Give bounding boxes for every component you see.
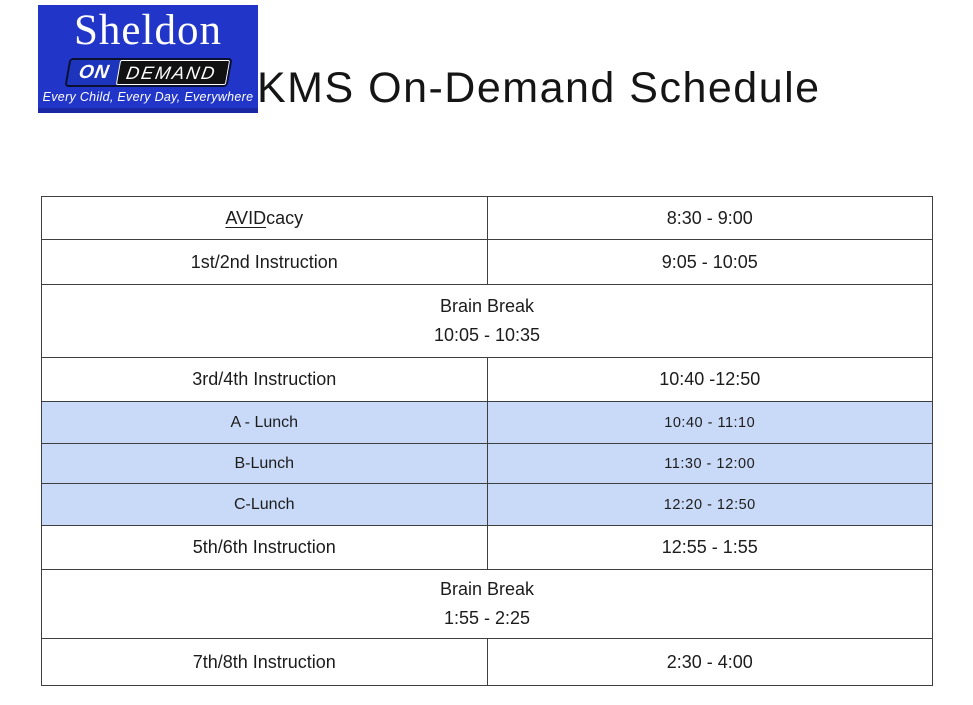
table-row-lunch: B-Lunch 11:30 - 12:00 xyxy=(41,443,933,484)
merged-cell: Brain Break 10:05 - 10:35 xyxy=(41,284,933,358)
sheldon-on-demand-logo: Sheldon ON DEMAND Every Child, Every Day… xyxy=(38,5,258,113)
row-label: 5th/6th Instruction xyxy=(41,525,488,570)
schedule-table: AVIDcacy 8:30 - 9:00 1st/2nd Instruction… xyxy=(41,196,933,686)
row-label: AVIDcacy xyxy=(41,196,488,240)
table-row-merged: Brain Break 1:55 - 2:25 xyxy=(41,569,933,639)
row-time: 10:40 - 11:10 xyxy=(486,401,933,444)
row-time: 11:30 - 12:00 xyxy=(486,443,933,484)
row-label: 3rd/4th Instruction xyxy=(41,357,488,402)
badge-on-label: ON xyxy=(66,60,120,85)
row-label: B-Lunch xyxy=(41,443,488,484)
row-label: Brain Break xyxy=(439,579,535,599)
row-label: 1st/2nd Instruction xyxy=(41,239,488,285)
logo-bottom-strip xyxy=(38,108,258,113)
table-row-lunch: C-Lunch 12:20 - 12:50 xyxy=(41,483,933,526)
row-label: 7th/8th Instruction xyxy=(41,638,488,686)
row-time: 12:55 - 1:55 xyxy=(486,525,933,570)
on-demand-badge: ON DEMAND xyxy=(64,58,232,87)
row-time: 9:05 - 10:05 xyxy=(486,239,933,285)
row-time: 1:55 - 2:25 xyxy=(443,608,531,628)
row-label: Brain Break xyxy=(439,296,535,316)
logo-school-name: Sheldon xyxy=(74,7,222,54)
row-label: C-Lunch xyxy=(41,483,488,526)
table-row-lunch: A - Lunch 10:40 - 11:10 xyxy=(41,401,933,444)
row-time: 10:40 -12:50 xyxy=(486,357,933,402)
table-row: 5th/6th Instruction 12:55 - 1:55 xyxy=(41,525,933,570)
row-time: 8:30 - 9:00 xyxy=(486,196,933,240)
badge-demand-label: DEMAND xyxy=(115,60,230,85)
page-title: KMS On-Demand Schedule xyxy=(257,64,821,112)
table-row: 3rd/4th Instruction 10:40 -12:50 xyxy=(41,357,933,402)
logo-tagline: Every Child, Every Day, Everywhere xyxy=(42,90,254,104)
table-row: 7th/8th Instruction 2:30 - 4:00 xyxy=(41,638,933,686)
row-time: 2:30 - 4:00 xyxy=(486,638,933,686)
table-row: 1st/2nd Instruction 9:05 - 10:05 xyxy=(41,239,933,285)
row-time: 10:05 - 10:35 xyxy=(433,325,541,345)
row-label: A - Lunch xyxy=(41,401,488,444)
row-time: 12:20 - 12:50 xyxy=(486,483,933,526)
table-row: AVIDcacy 8:30 - 9:00 xyxy=(41,196,933,240)
row-label-rest: cacy xyxy=(266,207,304,228)
merged-cell: Brain Break 1:55 - 2:25 xyxy=(41,569,933,639)
row-label-underlined: AVID xyxy=(225,207,267,228)
table-row-merged: Brain Break 10:05 - 10:35 xyxy=(41,284,933,358)
